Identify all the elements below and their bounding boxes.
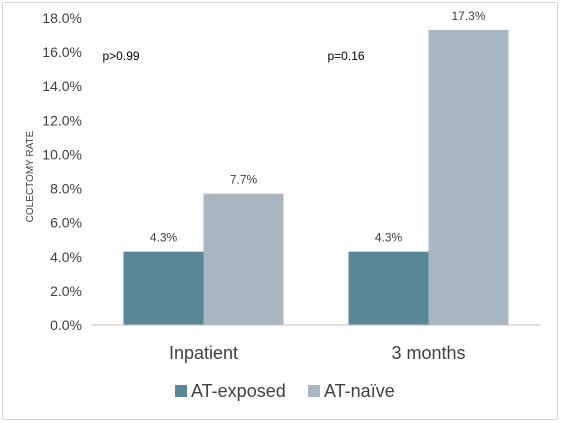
y-tick-label: 0.0% bbox=[50, 317, 82, 333]
p-value-annotation: p=0.16 bbox=[328, 49, 365, 63]
bar-at-exposed bbox=[123, 251, 204, 325]
y-tick-label: 4.0% bbox=[50, 249, 82, 265]
legend-label: AT-exposed bbox=[191, 381, 286, 401]
bar-chart: 0.0% 2.0% 4.0% 6.0% 8.0% 10.0% 12.0% 14.0% 16.0%… bbox=[25, 9, 541, 401]
legend-swatch-at-exposed bbox=[175, 385, 187, 397]
y-tick-label: 14.0% bbox=[42, 78, 82, 94]
y-tick-label: 10.0% bbox=[42, 146, 82, 162]
p-value-annotation: p>0.99 bbox=[103, 49, 140, 63]
y-tick-label: 18.0% bbox=[42, 10, 82, 26]
x-category-label: 3 months bbox=[391, 343, 465, 363]
data-label: 4.3% bbox=[150, 231, 178, 245]
data-label: 17.3% bbox=[451, 9, 485, 23]
chart-frame: 0.0% 2.0% 4.0% 6.0% 8.0% 10.0% 12.0% 14.0% 16.0%… bbox=[2, 2, 558, 420]
y-tick-label: 2.0% bbox=[50, 283, 82, 299]
data-label: 4.3% bbox=[375, 231, 403, 245]
bar-at-naive bbox=[428, 29, 509, 325]
y-tick-label: 16.0% bbox=[42, 44, 82, 60]
bar-at-naive bbox=[203, 193, 284, 325]
legend-label: AT-naïve bbox=[324, 381, 395, 401]
y-axis-label: COLECTOMY RATE bbox=[25, 130, 36, 222]
data-label: 7.7% bbox=[230, 173, 258, 187]
legend-swatch-at-naive bbox=[308, 385, 320, 397]
y-tick-label: 12.0% bbox=[42, 112, 82, 128]
y-tick-label: 8.0% bbox=[50, 181, 82, 197]
x-category-label: Inpatient bbox=[169, 343, 238, 363]
y-tick-label: 6.0% bbox=[50, 215, 82, 231]
bar-at-exposed bbox=[348, 251, 429, 325]
